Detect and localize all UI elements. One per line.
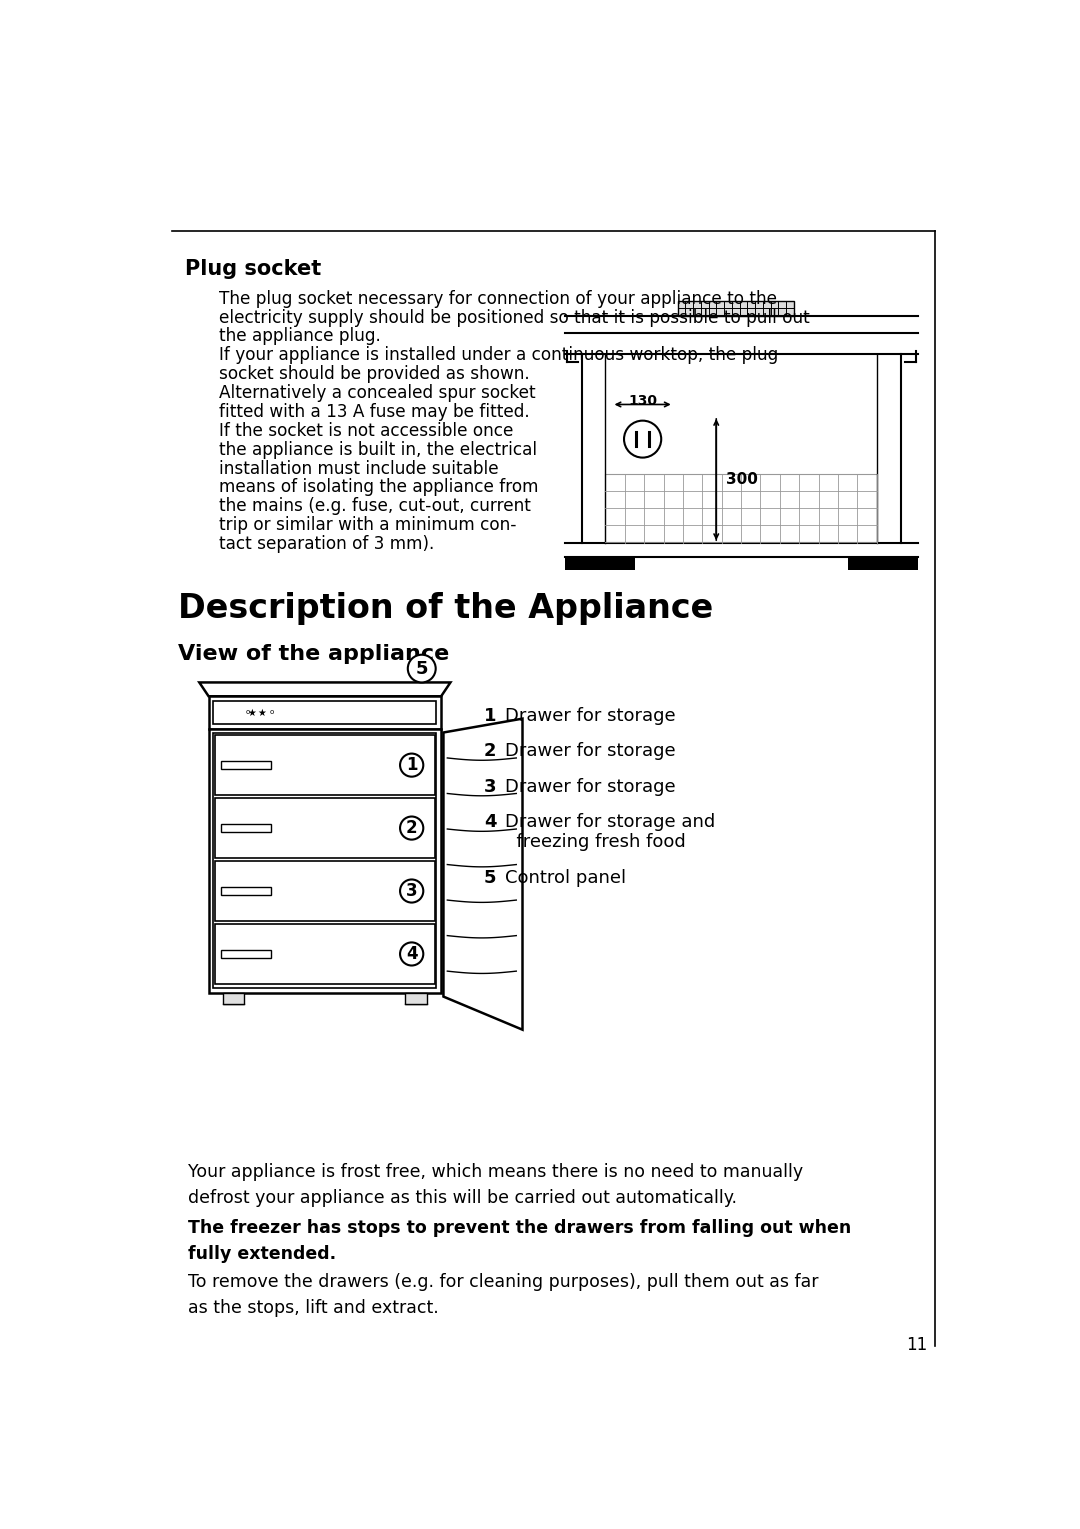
Text: 4: 4 — [406, 945, 418, 963]
Bar — [208, 696, 441, 729]
Text: trip or similar with a minimum con-: trip or similar with a minimum con- — [218, 517, 516, 534]
Bar — [221, 950, 271, 959]
Text: The plug socket necessary for connection of your appliance to the: The plug socket necessary for connection… — [218, 289, 777, 307]
Text: Alternatively a concealed spur socket: Alternatively a concealed spur socket — [218, 384, 536, 402]
Text: Drawer for storage: Drawer for storage — [505, 743, 676, 760]
Bar — [221, 824, 271, 832]
Text: the appliance is built in, the electrical: the appliance is built in, the electrica… — [218, 440, 537, 459]
Text: o: o — [245, 709, 249, 716]
Text: tact separation of 3 mm).: tact separation of 3 mm). — [218, 535, 434, 553]
Text: means of isolating the appliance from: means of isolating the appliance from — [218, 479, 538, 497]
Text: View of the appliance: View of the appliance — [177, 644, 449, 664]
Bar — [215, 924, 435, 985]
Polygon shape — [200, 682, 450, 696]
Text: 130: 130 — [629, 394, 657, 408]
Text: ★: ★ — [257, 708, 266, 717]
Bar — [213, 734, 436, 988]
Circle shape — [400, 816, 423, 839]
Text: To remove the drawers (e.g. for cleaning purposes), pull them out as far
as the : To remove the drawers (e.g. for cleaning… — [188, 1274, 819, 1316]
Bar — [606, 474, 877, 543]
Bar — [848, 557, 918, 570]
Text: socket should be provided as shown.: socket should be provided as shown. — [218, 365, 529, 384]
Text: electricity supply should be positioned so that it is possible to pull out: electricity supply should be positioned … — [218, 309, 809, 327]
Text: 5: 5 — [484, 868, 496, 887]
Circle shape — [400, 942, 423, 965]
Text: 1: 1 — [406, 757, 418, 774]
Circle shape — [400, 754, 423, 777]
Text: 3: 3 — [484, 778, 496, 797]
Text: 2: 2 — [406, 820, 418, 836]
Bar — [222, 992, 244, 1003]
Text: Drawer for storage: Drawer for storage — [505, 706, 676, 725]
Text: 3: 3 — [406, 882, 418, 901]
Text: 11: 11 — [906, 1336, 927, 1355]
Text: ★: ★ — [247, 708, 256, 717]
Bar — [565, 557, 635, 570]
Text: o: o — [270, 709, 274, 716]
Text: Your appliance is frost free, which means there is no need to manually
defrost y: Your appliance is frost free, which mean… — [188, 1164, 802, 1206]
Bar — [215, 798, 435, 858]
Text: Control panel: Control panel — [505, 868, 626, 887]
Text: If the socket is not accessible once: If the socket is not accessible once — [218, 422, 513, 440]
Bar — [221, 887, 271, 896]
Circle shape — [400, 879, 423, 902]
Text: 300: 300 — [726, 472, 757, 488]
Bar — [677, 301, 794, 317]
Polygon shape — [444, 719, 523, 1029]
Text: 5: 5 — [416, 659, 428, 677]
Bar — [208, 729, 441, 992]
Bar — [213, 700, 436, 725]
Text: If your appliance is installed under a continuous worktop, the plug: If your appliance is installed under a c… — [218, 347, 778, 364]
Text: Drawer for storage: Drawer for storage — [505, 778, 676, 797]
Bar — [405, 992, 428, 1003]
Circle shape — [408, 654, 435, 682]
Bar — [215, 735, 435, 795]
Text: installation must include suitable: installation must include suitable — [218, 460, 498, 477]
Text: 2: 2 — [484, 743, 496, 760]
Text: Description of the Appliance: Description of the Appliance — [177, 592, 713, 624]
Text: The freezer has stops to prevent the drawers from falling out when
fully extende: The freezer has stops to prevent the dra… — [188, 1219, 851, 1263]
Text: freezing fresh food: freezing fresh food — [505, 833, 686, 852]
Text: the mains (e.g. fuse, cut-out, current: the mains (e.g. fuse, cut-out, current — [218, 497, 530, 515]
Text: 1: 1 — [484, 706, 496, 725]
Text: Drawer for storage and: Drawer for storage and — [505, 813, 716, 832]
Text: 4: 4 — [484, 813, 496, 832]
Bar — [221, 761, 271, 769]
Text: the appliance plug.: the appliance plug. — [218, 327, 380, 346]
Text: fitted with a 13 A fuse may be fitted.: fitted with a 13 A fuse may be fitted. — [218, 404, 529, 420]
Text: Plug socket: Plug socket — [186, 258, 322, 278]
Bar — [215, 861, 435, 922]
